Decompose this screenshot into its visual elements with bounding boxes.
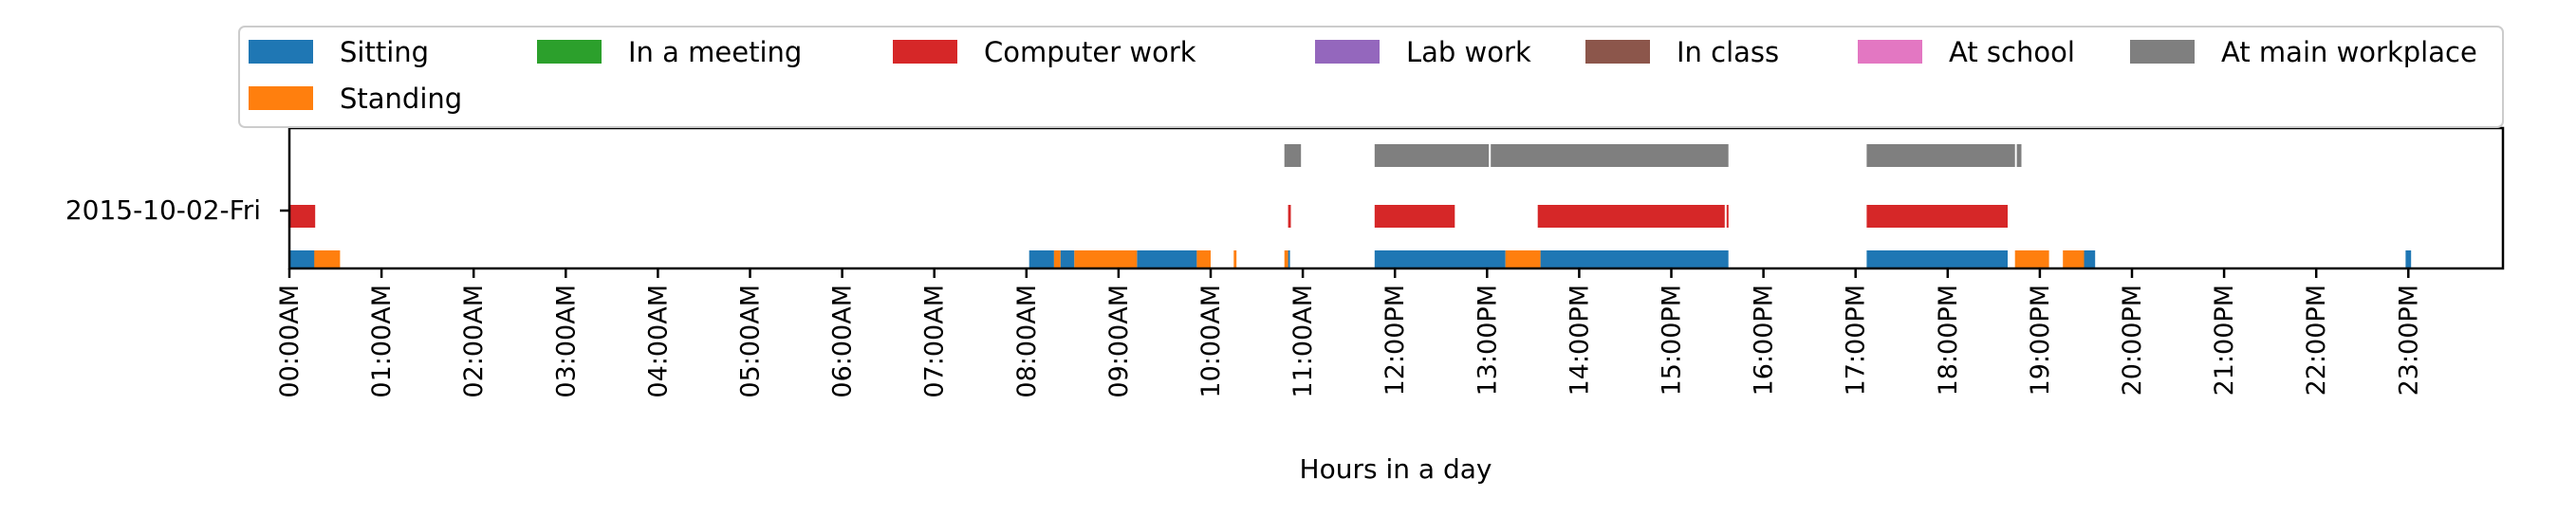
- x-tick-label: 07:00AM: [920, 285, 950, 398]
- bar-at-main-workplace: [1374, 144, 1490, 167]
- x-axis-label: Hours in a day: [1300, 453, 1492, 485]
- legend-label: In a meeting: [628, 36, 802, 68]
- x-tick-label: 16:00PM: [1750, 285, 1779, 396]
- bar-computer-work: [1866, 205, 2008, 228]
- x-tick-label: 13:00PM: [1473, 285, 1502, 396]
- x-tick-label: 05:00AM: [736, 285, 766, 398]
- x-tick-label: 19:00PM: [2026, 285, 2055, 396]
- bar-sitting: [2405, 250, 2412, 268]
- bar-sitting: [1540, 250, 1729, 268]
- bar-at-main-workplace: [1866, 144, 2015, 167]
- x-tick-label: 08:00AM: [1012, 285, 1042, 398]
- legend-label: At school: [1949, 36, 2075, 68]
- legend-swatch: [249, 40, 313, 64]
- legend: Sitting In a meeting Computer work Lab work…: [238, 26, 2504, 128]
- legend-label: Lab work: [1406, 36, 1531, 68]
- x-tick-label: 11:00AM: [1288, 285, 1318, 398]
- legend-label: Computer work: [984, 36, 1196, 68]
- bar-at-main-workplace: [1284, 144, 1302, 167]
- x-tick-label: 15:00PM: [1658, 285, 1687, 396]
- x-tick-label: 10:00AM: [1196, 285, 1226, 398]
- x-tick-label: 22:00PM: [2302, 285, 2331, 396]
- legend-swatch: [1315, 40, 1380, 64]
- bar-standing: [1053, 250, 1061, 268]
- x-tick-label: 18:00PM: [1934, 285, 1963, 396]
- bar-standing: [1196, 250, 1211, 268]
- bar-standing: [1505, 250, 1541, 268]
- bar-computer-work: [1374, 205, 1455, 228]
- bar-sitting: [1029, 250, 1054, 268]
- x-tick-label: 09:00AM: [1104, 285, 1134, 398]
- legend-swatch: [893, 40, 957, 64]
- y-tick-label: 2015-10-02-Fri: [65, 194, 261, 226]
- bar-at-main-workplace: [2016, 144, 2022, 167]
- legend-swatch: [537, 40, 602, 64]
- legend-label: At main workplace: [2221, 36, 2477, 68]
- bar-sitting: [289, 250, 316, 268]
- x-tick-label: 20:00PM: [2118, 285, 2147, 396]
- x-tick-label: 23:00PM: [2394, 285, 2423, 396]
- bar-sitting: [1137, 250, 1197, 268]
- x-ticks: 00:00AM 01:00AM 02:00AM 03:00AM 04:00AM 05:00…: [275, 268, 2423, 398]
- x-tick-label: 03:00AM: [551, 285, 581, 398]
- x-tick-label: 04:00AM: [643, 285, 673, 398]
- legend-swatch: [1858, 40, 1922, 64]
- x-tick-label: 17:00PM: [1842, 285, 1871, 396]
- legend-swatch: [2130, 40, 2195, 64]
- bar-computer-work: [1288, 205, 1291, 228]
- bar-sitting: [1060, 250, 1075, 268]
- bar-at-main-workplace: [1491, 144, 1729, 167]
- bar-standing: [1233, 250, 1237, 268]
- x-tick-label: 21:00PM: [2210, 285, 2239, 396]
- x-tick-label: 01:00AM: [367, 285, 397, 398]
- x-tick-label: 12:00PM: [1381, 285, 1410, 396]
- bar-sitting: [1374, 250, 1506, 268]
- bar-sitting: [1288, 250, 1290, 268]
- bar-standing: [2014, 250, 2049, 268]
- bar-computer-work: [1537, 205, 1725, 228]
- bar-standing: [1074, 250, 1138, 268]
- legend-swatch: [1585, 40, 1650, 64]
- x-tick-label: 02:00AM: [459, 285, 489, 398]
- legend-label: Standing: [340, 83, 462, 115]
- bar-sitting: [1866, 250, 2008, 268]
- bar-computer-work: [1726, 205, 1729, 228]
- bar-standing: [2063, 250, 2085, 268]
- bar-standing: [314, 250, 341, 268]
- bar-standing: [1284, 250, 1288, 268]
- bar-computer-work: [289, 205, 316, 228]
- bar-sitting: [2084, 250, 2096, 268]
- legend-frame: [238, 26, 2504, 128]
- legend-swatch: [249, 86, 313, 110]
- x-tick-label: 06:00AM: [828, 285, 858, 398]
- x-tick-label: 00:00AM: [275, 285, 305, 398]
- bars-layer: [289, 144, 2412, 268]
- legend-label: In class: [1677, 36, 1779, 68]
- legend-label: Sitting: [340, 36, 429, 68]
- x-tick-label: 14:00PM: [1565, 285, 1594, 396]
